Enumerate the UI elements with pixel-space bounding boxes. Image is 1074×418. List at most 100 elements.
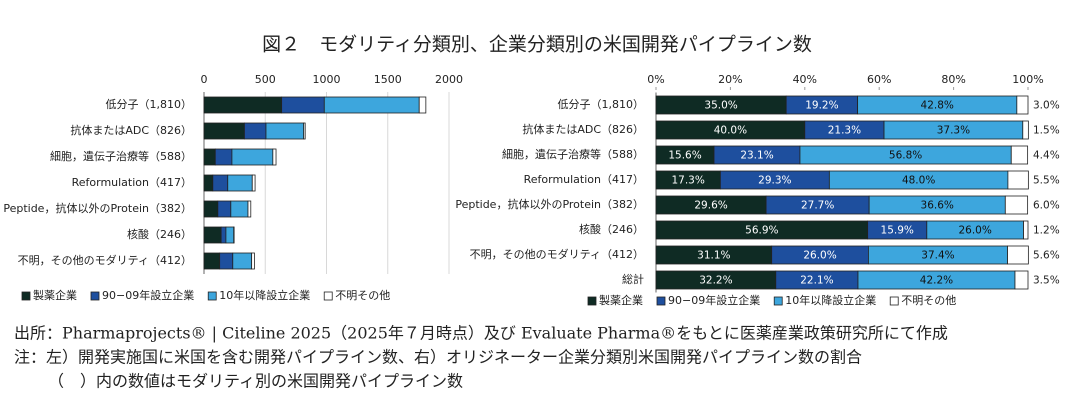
category-label: 核酸（246） [127, 227, 192, 241]
value-label: 5.5% [1033, 175, 1060, 187]
value-label: 56.8% [889, 150, 922, 162]
x-tick-label: 40% [793, 73, 817, 86]
value-label: 22.1% [800, 275, 833, 287]
legend-swatch [889, 296, 899, 306]
legend-label: 10年以降設立企業 [785, 293, 876, 307]
category-label: 不明，その他のモダリティ（412） [18, 253, 192, 267]
legend-label: 90−09年設立企業 [102, 288, 194, 302]
bar-segment [217, 200, 232, 218]
bar-segment [231, 148, 274, 166]
legend-swatch [773, 296, 783, 306]
x-tick-label: 20% [718, 73, 742, 86]
x-tick-label: 0% [647, 73, 664, 86]
note: （ ）内の数値はモダリティ別の米国開発パイプライン数 [48, 372, 463, 391]
bar-segment [1023, 220, 1029, 240]
category-label: 総計 [622, 272, 644, 286]
value-label: 21.3% [828, 125, 861, 137]
x-tick-label: 0 [201, 73, 208, 86]
category-label: 低分子（1,810） [558, 98, 645, 111]
value-label: 48.0% [902, 175, 935, 187]
value-label: 15.6% [668, 150, 701, 162]
figure-title: 図２ モダリティ分類別、企業分類別の米国開発パイプライン数 [262, 34, 812, 56]
category-label: 核酸（246） [579, 222, 644, 236]
legend-label: 10年以降設立企業 [219, 288, 310, 302]
category-label: 抗体またはADC（826） [70, 123, 192, 137]
bar-segment [265, 122, 305, 140]
value-label: 40.0% [714, 125, 747, 137]
value-label: 6.0% [1033, 200, 1060, 212]
bar-segment [220, 226, 227, 244]
bar-segment [203, 96, 283, 114]
value-label: 37.4% [921, 250, 954, 262]
bar-segment [227, 174, 253, 192]
value-label: 31.1% [697, 250, 730, 262]
value-label: 42.8% [921, 100, 954, 112]
value-label: 26.0% [803, 250, 836, 262]
legend-label: 90−09年設立企業 [668, 293, 760, 307]
bar-segment [1016, 95, 1029, 115]
legend-swatch [587, 296, 597, 306]
category-label: 細胞，遺伝子治療等（588） [502, 147, 644, 161]
value-label: 17.3% [671, 175, 704, 187]
category-label: 細胞，遺伝子治療等（588） [50, 149, 192, 163]
legend-swatch [21, 291, 31, 301]
category-label: Reformulation（417） [72, 176, 192, 189]
category-label: 低分子（1,810） [106, 98, 193, 111]
x-tick-label: 1000 [313, 73, 341, 86]
source-note: 出所：Pharmaprojects® | Citeline 2025（2025年… [14, 324, 948, 343]
category-label: Peptide，抗体以外のProtein（382） [455, 197, 644, 211]
bar-segment [203, 148, 216, 166]
bar-segment [251, 252, 255, 270]
value-label: 4.4% [1033, 150, 1060, 162]
bar-segment [219, 252, 234, 270]
x-tick-label: 500 [255, 73, 276, 86]
value-label: 3.0% [1033, 100, 1060, 112]
value-label: 27.7% [801, 200, 834, 212]
bar-segment [203, 252, 221, 270]
value-label: 32.2% [699, 275, 732, 287]
x-tick-label: 80% [941, 73, 965, 86]
category-label: 抗体またはADC（826） [522, 122, 644, 136]
bar-segment [272, 148, 277, 166]
bar-segment [212, 174, 229, 192]
bar-segment [1007, 170, 1029, 190]
value-label: 1.2% [1033, 225, 1060, 237]
bar-segment [1022, 120, 1029, 140]
legend-label: 製薬企業 [33, 288, 77, 302]
value-label: 29.6% [694, 200, 727, 212]
bar-segment [251, 174, 256, 192]
category-label: Reformulation（417） [524, 173, 644, 186]
bar-segment [247, 200, 252, 218]
value-label: 56.9% [745, 225, 778, 237]
value-label: 23.1% [740, 150, 773, 162]
legend-label: 不明その他 [335, 289, 390, 302]
bar-segment [323, 96, 420, 114]
legend-swatch [656, 296, 666, 306]
bar-segment [1007, 245, 1029, 265]
value-label: 35.0% [704, 100, 737, 112]
value-label: 42.2% [920, 275, 953, 287]
x-tick-label: 1500 [374, 73, 402, 86]
bar-segment [214, 148, 233, 166]
bar-segment [1014, 270, 1029, 290]
legend-swatch [90, 291, 100, 301]
legend-swatch [207, 291, 217, 301]
bar-segment [203, 174, 214, 192]
value-label: 37.3% [937, 125, 970, 137]
bar-segment [1010, 145, 1029, 165]
bar-segment [203, 226, 222, 244]
bar-segment [303, 122, 306, 140]
value-label: 29.3% [758, 175, 791, 187]
category-label: 不明，その他のモダリティ（412） [470, 247, 644, 261]
legend-label: 不明その他 [901, 294, 956, 307]
value-label: 36.6% [921, 200, 954, 212]
x-tick-label: 100% [1012, 73, 1043, 86]
value-label: 3.5% [1033, 275, 1060, 287]
bar-segment [225, 226, 235, 244]
bar-segment [232, 252, 253, 270]
bar-segment [281, 96, 325, 114]
x-tick-label: 60% [867, 73, 891, 86]
legend-label: 製薬企業 [599, 293, 643, 307]
x-tick-label: 2000 [435, 73, 463, 86]
